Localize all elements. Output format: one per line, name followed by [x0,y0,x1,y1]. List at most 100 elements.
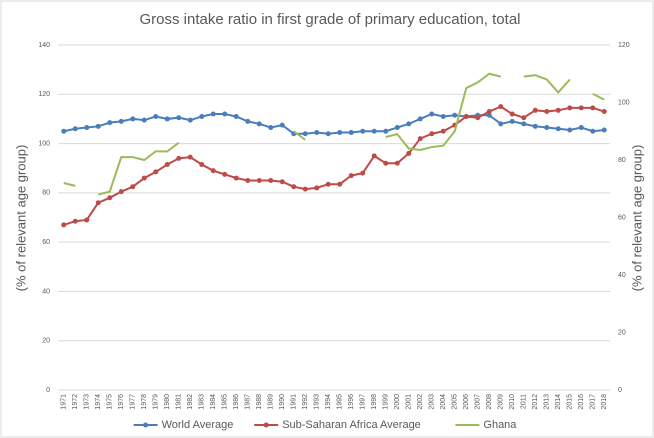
point [475,115,481,121]
x-tick-label: 1998 [371,394,378,410]
point [61,128,67,134]
x-tick-label: 2006 [463,394,470,410]
x-tick-label: 1999 [383,394,390,410]
point [84,217,90,223]
x-tick-label: 1974 [95,394,102,410]
point [268,125,274,131]
point [406,150,412,156]
point [360,170,366,176]
point [314,129,320,135]
point [107,120,113,126]
y2-tick-label: 80 [618,157,626,164]
point [348,173,354,179]
point [153,169,159,175]
x-tick-label: 1987 [245,394,252,410]
point [521,115,527,121]
point [222,111,228,117]
x-tick-label: 1989 [268,394,275,410]
point [371,128,377,134]
point [544,125,550,131]
point [486,112,492,118]
point [417,116,423,122]
x-tick-label: 1973 [84,394,91,410]
point [199,113,205,119]
point [153,113,159,119]
series-line [63,72,605,196]
y2-tick-label: 60 [618,214,626,221]
x-tick-label: 1986 [233,394,240,410]
point [84,125,90,131]
point [279,122,285,128]
point [394,125,400,131]
x-tick-label: 2015 [567,394,574,410]
point [95,200,101,206]
point [463,113,469,119]
x-tick-label: 1992 [302,394,309,410]
point [429,111,435,117]
legend-marker [263,422,269,428]
x-tick-label: 1979 [153,394,160,410]
point [222,171,228,177]
point [509,111,515,117]
point [256,178,262,184]
x-tick-label: 1983 [199,394,206,410]
point [176,115,182,121]
point [532,123,538,129]
x-tick-label: 2011 [521,394,528,409]
point [440,113,446,119]
point [118,189,124,195]
point [567,127,573,133]
point [486,109,492,115]
point [130,116,136,122]
point [521,121,527,127]
x-tick-label: 2010 [509,394,516,410]
point [279,179,285,185]
point [187,154,193,160]
point [118,118,124,124]
point [245,178,251,184]
point [325,181,331,187]
x-tick-label: 1990 [279,394,286,410]
point [233,113,239,119]
y2-axis-label: (% of relevant age group) [629,145,644,292]
x-tick-label: 1977 [130,394,137,410]
point [555,107,561,113]
x-tick-label: 1978 [141,394,148,410]
point [256,121,262,127]
point [337,181,343,187]
y2-tick-label: 20 [618,329,626,336]
x-tick-label: 2007 [475,394,482,410]
point [130,184,136,190]
x-tick-label: 2013 [544,394,551,410]
point [314,185,320,191]
chart-title: Gross intake ratio in first grade of pri… [139,11,520,28]
point [509,118,515,124]
point [176,155,182,161]
x-tick-label: 1994 [325,394,332,410]
point [532,107,538,113]
point [440,128,446,134]
x-tick-label: 1981 [176,394,183,410]
x-tick-label: 1988 [256,394,263,410]
point [406,121,412,127]
point [61,222,67,228]
point [164,162,170,168]
x-tick-label: 1976 [118,394,125,410]
point [164,116,170,122]
point [302,131,308,137]
point [210,168,216,174]
y-axis-label: (% of relevant age group) [13,145,28,292]
point [383,128,389,134]
x-tick-label: 2005 [452,394,459,410]
point [141,117,147,123]
x-tick-label: 2003 [429,394,436,410]
x-tick-label: 2002 [417,394,424,410]
y2-tick-label: 40 [618,272,626,279]
y-tick-label: 140 [38,42,50,49]
point [601,109,607,115]
y2-tick-label: 0 [618,387,622,394]
point [544,109,550,115]
point [245,118,251,124]
y-tick-label: 20 [42,338,50,345]
